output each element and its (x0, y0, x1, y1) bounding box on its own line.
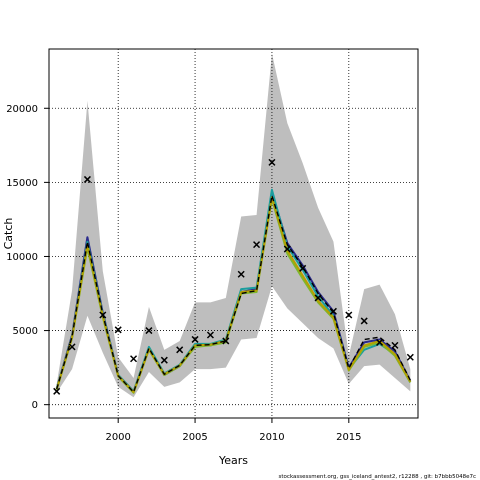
observed-point (99, 311, 107, 319)
observed-point (376, 338, 384, 346)
observed-point (391, 341, 399, 349)
y-axis-title: Catch (2, 218, 15, 250)
observed-point (206, 331, 214, 339)
observed-point (329, 307, 337, 315)
x-tick-label: 2015 (336, 432, 361, 443)
axis-layer: 2000 2005 2010 2015 0 5000 10000 15000 20000 (6, 104, 361, 443)
observed-point (268, 158, 276, 166)
observed-point (360, 317, 368, 325)
series-line-5 (56, 195, 411, 393)
observed-point (160, 356, 168, 364)
y-tick-label: 5000 (13, 326, 38, 337)
observed-point (191, 335, 199, 343)
observed-point (53, 387, 61, 395)
observed-point (222, 337, 230, 345)
observed-point (114, 326, 122, 334)
x-tick-label: 2010 (259, 432, 284, 443)
y-tick-label: 10000 (6, 252, 38, 263)
observed-points-layer (53, 158, 414, 395)
y-tick-label: 0 (32, 400, 38, 411)
observed-point (145, 327, 153, 335)
observed-point (299, 264, 307, 272)
x-axis-title: Years (218, 454, 248, 467)
y-tick-label: 20000 (6, 104, 38, 115)
observed-point (237, 270, 245, 278)
observed-point (406, 353, 414, 361)
observed-point (283, 245, 291, 253)
x-tick-label: 2000 (105, 432, 130, 443)
footer-credit: stockassessment.org, gss_iceland_antest2… (279, 474, 476, 480)
observed-point (253, 241, 261, 249)
series-line-4 (55, 196, 412, 394)
observed-point (130, 355, 138, 363)
confidence-band-layer (56, 53, 411, 398)
observed-point (314, 294, 322, 302)
observed-point (176, 346, 184, 354)
y-tick-label: 15000 (6, 178, 38, 189)
observed-point (83, 175, 91, 183)
plot-frame (48, 48, 419, 419)
x-tick-label: 2005 (182, 432, 207, 443)
series-layer (55, 188, 412, 394)
observed-point (68, 343, 76, 351)
observed-point (345, 311, 353, 319)
confidence-band (56, 53, 411, 398)
